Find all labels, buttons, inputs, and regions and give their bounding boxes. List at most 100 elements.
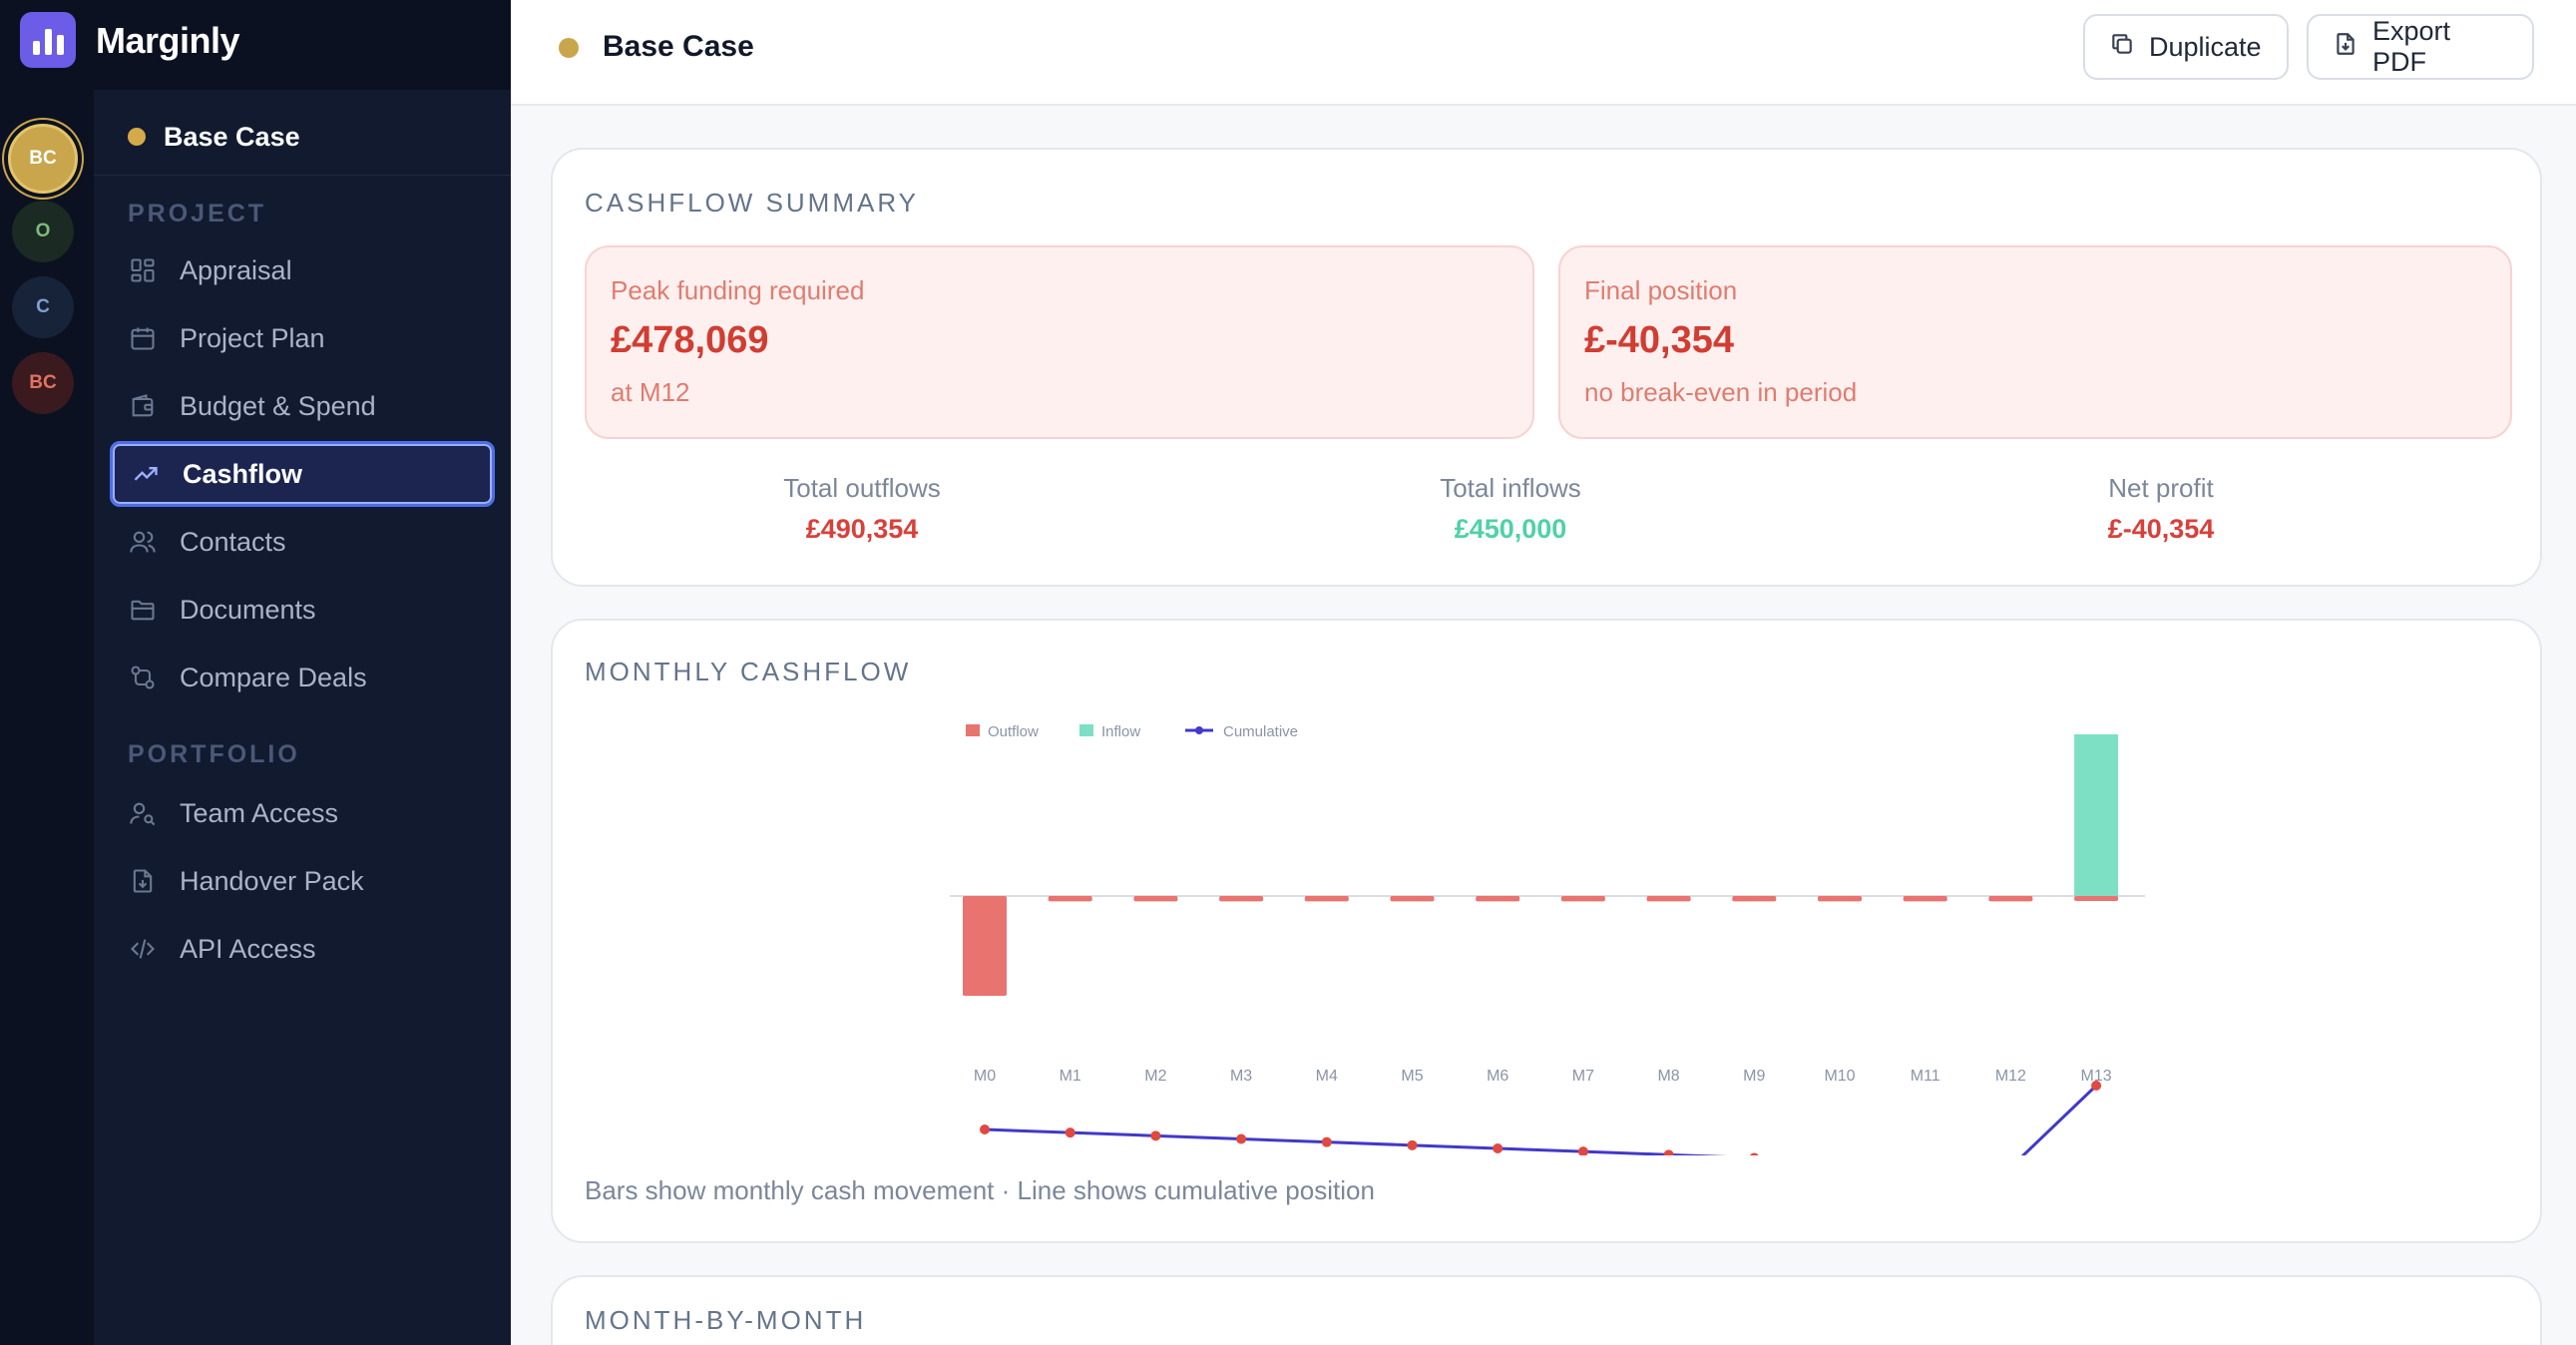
brand-bar: Marginly [0, 0, 511, 90]
sidebar-item-handover-pack[interactable]: Handover Pack [110, 848, 495, 914]
export-pdf-button[interactable]: Export PDF [2307, 14, 2534, 80]
peak-funding-stat: Peak funding required £478,069 at M12 [585, 245, 1534, 439]
stat-value: £478,069 [611, 319, 769, 361]
sidebar-item-project-plan[interactable]: Project Plan [110, 305, 495, 371]
sidebar-item-api-access[interactable]: API Access [110, 916, 495, 982]
stat-value: £-40,354 [1584, 319, 1735, 361]
top-bar: Base Case Duplicate Export PDF [511, 0, 2576, 106]
sidebar-item-budget-spend[interactable]: Budget & Spend [110, 373, 495, 439]
section-label-portfolio: PORTFOLIO [128, 740, 300, 768]
month-by-month-card: MONTH-BY-MONTH [551, 1275, 2542, 1345]
duplicate-button[interactable]: Duplicate [2083, 14, 2289, 80]
cumulative-point [980, 1124, 990, 1134]
x-tick-label: M8 [1657, 1068, 1679, 1085]
compare-icon [128, 663, 158, 692]
file-download-icon [128, 866, 158, 896]
stat-subtext: at M12 [611, 377, 690, 407]
avatar-bc[interactable]: BC [12, 352, 74, 414]
total-label: Total inflows [1440, 473, 1581, 503]
section-label-project: PROJECT [128, 200, 267, 227]
cashflow-summary-card: CASHFLOW SUMMARY Peak funding required £… [551, 148, 2542, 587]
outflow-bar [1646, 896, 1691, 902]
sidebar-item-team-access[interactable]: Team Access [110, 780, 495, 846]
outflow-bar [2074, 896, 2119, 901]
total-outflows: Total outflows £490,354 [662, 473, 1062, 545]
avatar-c[interactable]: C [12, 276, 74, 338]
x-tick-label: M0 [974, 1068, 996, 1085]
users-icon [128, 527, 158, 557]
user-key-icon [128, 798, 158, 828]
sidebar-item-label: Project Plan [180, 322, 325, 353]
x-tick-label: M13 [2081, 1068, 2112, 1085]
cumulative-point [2091, 1081, 2102, 1091]
calendar-icon [128, 323, 158, 353]
cashflow-chart: Outflow Inflow Cumulative M0 M1 M2 M3 M4 M5 M6 M7 M… [950, 723, 2145, 1159]
total-value: £450,000 [1454, 514, 1567, 544]
outflow-bar [1219, 896, 1264, 902]
card-title: MONTH-BY-MONTH [585, 1305, 867, 1335]
stat-label: Final position [1584, 275, 1738, 305]
grid-icon [128, 255, 158, 285]
avatar-base-case[interactable]: BC [8, 124, 78, 194]
sidebar-item-cashflow[interactable]: Cashflow [110, 441, 495, 507]
sidebar-item-label: Documents [180, 594, 316, 625]
stat-label: Peak funding required [611, 275, 865, 305]
cumulative-point [1835, 1156, 1845, 1159]
project-status-dot [128, 128, 146, 146]
sidebar-item-documents[interactable]: Documents [110, 577, 495, 643]
trending-up-icon [131, 459, 161, 489]
cumulative-point [1321, 1136, 1332, 1147]
logo-icon [20, 12, 76, 68]
cumulative-point [1065, 1127, 1075, 1138]
brand-name: Marginly [96, 20, 240, 61]
sidebar-item-label: Contacts [180, 526, 286, 557]
sidebar-item-label: Handover Pack [180, 865, 364, 896]
card-title: MONTHLY CASHFLOW [585, 657, 912, 686]
sidebar-item-label: Cashflow [183, 458, 303, 489]
cumulative-point [1663, 1149, 1674, 1155]
project-selector[interactable]: Base Case [94, 90, 511, 176]
file-export-icon [2333, 31, 2359, 64]
total-value: £-40,354 [2107, 514, 2215, 544]
legend-swatch-inflow [1079, 724, 1093, 736]
legend-label: Outflow [988, 723, 1039, 740]
x-tick-label: M10 [1824, 1068, 1855, 1085]
avatar-o[interactable]: O [12, 201, 74, 262]
card-title: CASHFLOW SUMMARY [585, 188, 919, 218]
cumulative-point [1749, 1152, 1759, 1155]
legend-marker-cumulative [1195, 726, 1203, 734]
x-tick-label: M12 [1995, 1068, 2026, 1085]
outflow-bar [1732, 896, 1777, 902]
net-profit: Net profit £-40,354 [1961, 473, 2361, 545]
sidebar-item-label: Budget & Spend [180, 390, 376, 421]
final-position-stat: Final position £-40,354 no break-even in… [1558, 245, 2512, 439]
duplicate-label: Duplicate [2149, 31, 2262, 62]
sidebar-item-label: Appraisal [180, 254, 292, 285]
code-icon [128, 934, 158, 964]
sidebar-item-compare-deals[interactable]: Compare Deals [110, 645, 495, 710]
x-tick-label: M2 [1144, 1068, 1166, 1085]
total-inflows: Total inflows £450,000 [1311, 473, 1710, 545]
chart-caption: Bars show monthly cash movement · Line s… [585, 1175, 1375, 1205]
inflow-bar [2074, 734, 2119, 896]
outflow-bar [1818, 896, 1862, 902]
outflow-bar [1048, 896, 1092, 902]
outflow-bar [1560, 896, 1605, 902]
legend-label: Cumulative [1223, 723, 1298, 740]
sidebar-item-appraisal[interactable]: Appraisal [110, 237, 495, 303]
outflow-bar [1304, 896, 1349, 902]
cumulative-point [1150, 1130, 1161, 1141]
x-tick-label: M5 [1401, 1068, 1423, 1085]
sidebar-item-contacts[interactable]: Contacts [110, 509, 495, 575]
outflow-bar [1133, 896, 1178, 902]
outflow-bar [963, 896, 1007, 996]
x-tick-label: M9 [1743, 1068, 1765, 1085]
export-pdf-label: Export PDF [2372, 16, 2451, 77]
copy-icon [2109, 31, 2135, 64]
x-tick-label: M4 [1316, 1068, 1338, 1085]
total-value: £490,354 [805, 514, 919, 544]
outflow-bar [1903, 896, 1947, 902]
project-name: Base Case [164, 122, 300, 152]
sidebar-item-label: Team Access [180, 797, 339, 828]
cumulative-point [1407, 1139, 1418, 1150]
